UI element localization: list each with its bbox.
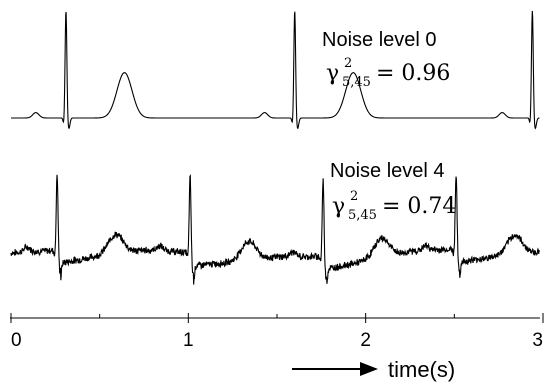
gamma-stat-noise-4: γ 2 5,45 = 0.74 (332, 189, 456, 223)
gamma-value-0: = 0.96 (376, 61, 450, 86)
ecg-trace-noise-level-0.14 (10, 173, 540, 285)
ecg-traces (10, 10, 540, 285)
gamma-subscript-0: 5,45 (342, 75, 371, 90)
x-tick-label-0: 0 (11, 330, 22, 351)
x-axis-label: time(s) (388, 357, 455, 382)
gamma-subscript-1: 5,45 (348, 208, 377, 223)
gamma-symbol-0: γ (326, 61, 339, 86)
annotation-noise-level-0: Noise level 0 (322, 29, 437, 51)
x-tick-label-1: 1 (183, 330, 194, 351)
annotation-noise-level-4: Noise level 4 (330, 160, 445, 182)
gamma-stat-noise-0: γ 2 5,45 = 0.96 (326, 56, 450, 90)
gamma-symbol-1: γ (332, 194, 345, 219)
x-tick-label-2: 2 (360, 330, 371, 351)
gamma-value-1: = 0.74 (382, 194, 456, 219)
time-arrow-head (360, 362, 378, 376)
gamma-superscript-1: 2 (350, 189, 358, 204)
time-arrow (292, 362, 378, 376)
x-axis: 0 1 2 3 (10, 313, 544, 351)
gamma-superscript-0: 2 (344, 56, 352, 71)
x-tick-label-3: 3 (532, 330, 543, 351)
ecg-trace-noise-level-0 (11, 10, 540, 130)
